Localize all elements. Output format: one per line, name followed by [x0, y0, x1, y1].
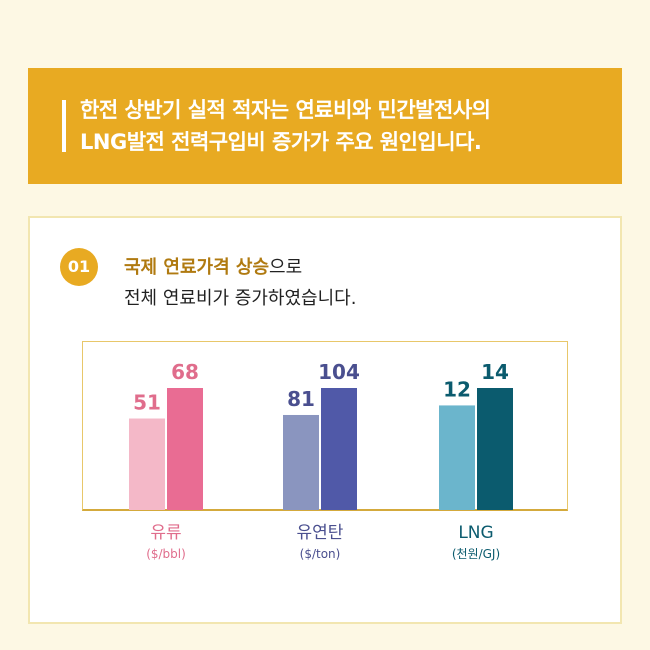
section-heading-line-2: 전체 연료비가 증가하였습니다. [124, 288, 357, 309]
bar-2-1 [477, 388, 513, 510]
bar-2-0 [439, 405, 475, 510]
section-heading-line-1: 국제 연료가격 상승으로 [124, 253, 302, 279]
bar-value-label: 68 [171, 360, 199, 384]
bar-value-label: 81 [287, 387, 315, 411]
bar-value-label: 104 [318, 360, 360, 384]
banner-title-line-1: 한전 상반기 실적 적자는 연료비와 민간발전사의 [80, 98, 491, 122]
category-label: 유류 [150, 523, 181, 543]
section-number-badge: 01 [60, 248, 98, 286]
header-banner [28, 68, 622, 184]
bar-value-label: 51 [133, 391, 161, 415]
unit-label: ($/bbl) [146, 547, 186, 561]
bar-0-1 [167, 388, 203, 510]
bar-0-0 [129, 418, 165, 510]
bar-value-label: 12 [443, 377, 471, 401]
section-heading-rest: 으로 [269, 257, 303, 278]
banner-title-line-2: LNG발전 전력구입비 증가가 주요 원인입니다. [80, 130, 482, 154]
bar-1-0 [283, 414, 319, 510]
unit-label: ($/ton) [300, 547, 341, 561]
category-label: LNG [458, 523, 493, 543]
bar-1-1 [321, 388, 357, 510]
unit-label: (천원/GJ) [452, 546, 500, 561]
banner-accent-bar [62, 100, 66, 152]
section-highlight: 국제 연료가격 상승 [124, 257, 270, 278]
bar-value-label: 14 [481, 360, 509, 384]
category-label: 유연탄 [297, 523, 344, 543]
